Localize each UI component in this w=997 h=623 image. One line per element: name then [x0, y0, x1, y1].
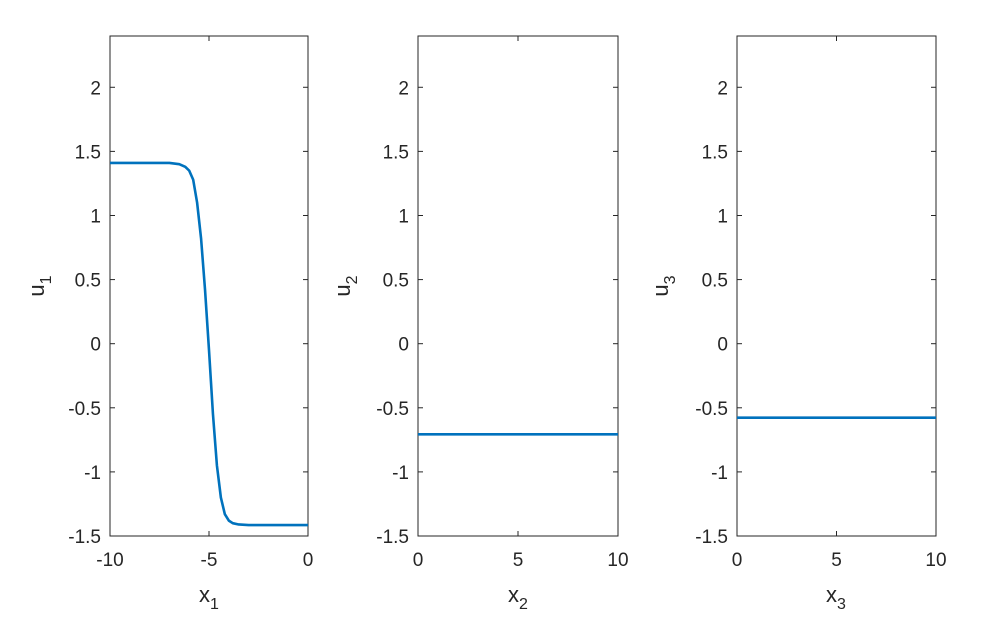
- y-tick-label: -0.5: [695, 399, 728, 420]
- y-tick-label: -1: [711, 463, 728, 484]
- x-tick-labels: 0 5 10: [413, 550, 629, 571]
- x-axis-label: x1: [199, 582, 219, 613]
- tick-marks: [736, 36, 937, 537]
- y-tick-label: -0.5: [376, 399, 409, 420]
- x-axis-label: x2: [508, 582, 528, 613]
- y-tick-label: 2: [90, 78, 101, 99]
- tick-marks: [417, 36, 619, 537]
- x-tick-label: 5: [513, 550, 524, 571]
- subplot-2: -1.5 -1 -0.5 0 0.5 1 1.5 2 0 5 10 x2 u2: [330, 35, 629, 613]
- y-tick-label: 1: [717, 206, 728, 227]
- y-tick-label: 0.5: [702, 271, 728, 292]
- y-tick-label: 1.5: [75, 142, 101, 163]
- y-tick-labels: -1.5 -1 -0.5 0 0.5 1 1.5 2: [68, 78, 101, 548]
- y-tick-label: 0: [717, 335, 728, 356]
- x-tick-label: 5: [831, 550, 842, 571]
- y-tick-label: -1.5: [68, 527, 101, 548]
- subplot-1: -1.5 -1 -0.5 0 0.5 1 1.5 2 -10 -5 0 x1 u1: [24, 35, 313, 613]
- y-tick-label: 2: [398, 78, 409, 99]
- x-tick-label: 0: [732, 550, 743, 571]
- y-tick-label: 0: [398, 335, 409, 356]
- y-tick-label: 1: [90, 206, 101, 227]
- x-tick-label: 10: [607, 550, 628, 571]
- x-tick-labels: 0 5 10: [732, 550, 947, 571]
- x-tick-labels: -10 -5 0: [96, 550, 313, 571]
- x-axis-label: x3: [826, 582, 846, 613]
- x-tick-label: 0: [413, 550, 424, 571]
- y-tick-label: -1: [392, 463, 409, 484]
- y-tick-label: -1.5: [695, 527, 728, 548]
- y-tick-label: -0.5: [68, 399, 101, 420]
- y-axis-label: u2: [330, 275, 361, 296]
- x-tick-label: -10: [96, 550, 123, 571]
- y-tick-label: 0.5: [383, 271, 409, 292]
- y-tick-label: 1: [398, 206, 409, 227]
- y-axis-label: u3: [648, 275, 679, 296]
- y-tick-label: -1.5: [376, 527, 409, 548]
- y-tick-label: 2: [717, 78, 728, 99]
- y-tick-labels: -1.5 -1 -0.5 0 0.5 1 1.5 2: [376, 78, 409, 548]
- x-tick-label: 0: [303, 550, 314, 571]
- y-tick-labels: -1.5 -1 -0.5 0 0.5 1 1.5 2: [695, 78, 728, 548]
- x-tick-label: 10: [925, 550, 946, 571]
- x-tick-label: -5: [201, 550, 218, 571]
- series-group: [110, 161, 308, 527]
- subplot-3: -1.5 -1 -0.5 0 0.5 1 1.5 2 0 5 10 x3 u3: [648, 35, 947, 613]
- tick-marks: [109, 36, 309, 537]
- series-line: [110, 161, 308, 527]
- y-tick-label: -1: [84, 463, 101, 484]
- y-tick-label: 1.5: [383, 142, 409, 163]
- y-tick-label: 0.5: [75, 271, 101, 292]
- y-axis-label: u1: [24, 275, 55, 296]
- y-tick-label: 0: [90, 335, 101, 356]
- y-tick-label: 1.5: [702, 142, 728, 163]
